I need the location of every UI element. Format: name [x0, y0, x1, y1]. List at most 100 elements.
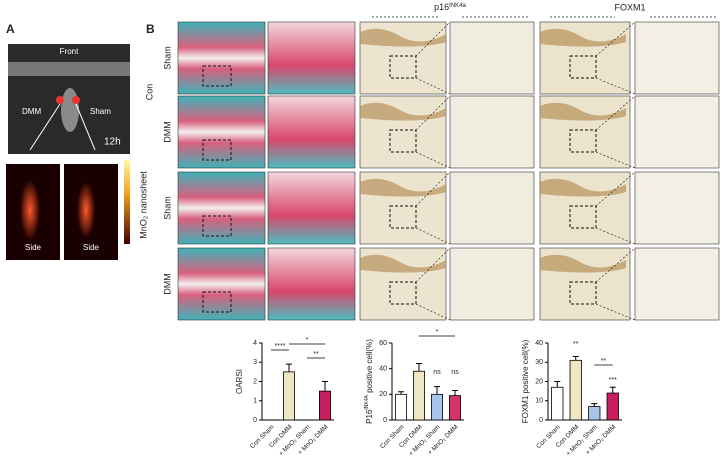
histology-image [177, 171, 266, 245]
zoom-line [415, 21, 451, 57]
significance-label: *** [609, 377, 617, 384]
y-axis-label: P16INK4A positive cell(%) [364, 339, 374, 424]
bar [606, 392, 619, 421]
signal [56, 96, 64, 104]
error-bar [609, 386, 616, 394]
y-tick-label: 40 [379, 366, 387, 373]
photo-label: 12h [104, 137, 121, 148]
zoom-box [569, 129, 597, 153]
histology-image [177, 247, 266, 321]
zoom-box [202, 139, 232, 161]
histology-image [539, 21, 631, 95]
error-bar [398, 391, 404, 395]
zoom-line [595, 151, 636, 169]
row-label: Sham [162, 196, 172, 220]
zoom-box [389, 55, 417, 79]
y-tick-label: 40 [535, 340, 543, 347]
y-tick-label: 1 [253, 398, 257, 405]
error-bar [434, 386, 440, 395]
histology-image [449, 247, 535, 321]
y-tick-label: 0 [539, 417, 543, 424]
error-bar [416, 363, 422, 372]
panel-label: A [6, 22, 15, 36]
histology-image [634, 21, 720, 95]
zoom-line [595, 95, 636, 131]
zoom-box [569, 205, 597, 229]
histology-image [177, 21, 266, 95]
significance-label: ** [573, 341, 579, 348]
zoom-box [389, 129, 417, 153]
histology-image [634, 247, 720, 321]
mouse [61, 88, 79, 132]
zoom-line [595, 303, 636, 321]
tissue [360, 254, 446, 273]
significance-label: ** [601, 358, 607, 365]
significance-label: * [306, 337, 309, 344]
histology-image [449, 171, 535, 245]
zoom-line [415, 247, 451, 283]
column-header: FOXM1 [614, 2, 645, 12]
photo-label: DMM [22, 107, 41, 116]
row-label: DMM [162, 273, 172, 295]
bar [413, 370, 425, 421]
zoom-box [569, 55, 597, 79]
pointer [75, 103, 96, 151]
column-header: p16INK4a [434, 2, 466, 12]
significance-label: **** [275, 343, 286, 350]
zoom-box [389, 281, 417, 305]
y-axis-label: FOXM1 positive cell(%) [521, 339, 530, 423]
bar [319, 390, 331, 421]
row-label: Sham [162, 46, 172, 70]
error-bar [452, 389, 458, 396]
tissue [540, 102, 626, 121]
zoom-box [202, 291, 232, 313]
zoom-box [569, 281, 597, 305]
group-label: Con [144, 84, 154, 101]
significance-label: * [436, 329, 439, 336]
y-tick-label: 4 [253, 340, 257, 347]
y-axis-label: OARSI [235, 369, 244, 394]
y-tick-label: 20 [535, 378, 543, 385]
pointer [29, 103, 61, 151]
tissue [360, 178, 446, 197]
zoom-line [415, 95, 451, 131]
error-bar [322, 381, 328, 392]
y-axis-label-text: FOXM1 positive cell(%) [521, 339, 530, 423]
bar [551, 386, 564, 421]
bar [569, 359, 582, 421]
histology-image [267, 21, 356, 95]
panel-label: B [146, 22, 155, 36]
colorbar-label: MnO₂ nanosheet [138, 171, 148, 239]
tissue [360, 102, 446, 121]
y-tick-label: 60 [379, 340, 387, 347]
significance-label: ns [451, 369, 459, 376]
bar [588, 406, 601, 421]
y-tick-label: 0 [253, 417, 257, 424]
histology-image [177, 95, 266, 169]
zoom-line [595, 247, 636, 283]
glow [20, 180, 40, 240]
photo-rack [8, 62, 130, 76]
zoom-box [389, 205, 417, 229]
y-tick-label: 0 [383, 417, 387, 424]
y-axis-label-sup: INK4A [364, 395, 370, 410]
histology-image [634, 95, 720, 169]
zoom-line [595, 227, 636, 245]
row-label: DMM [162, 121, 172, 143]
tissue [540, 178, 626, 197]
tissue [360, 28, 446, 47]
glow [77, 182, 95, 238]
zoom-line [595, 171, 636, 207]
tissue [540, 28, 626, 47]
histology-image [449, 21, 535, 95]
bar [431, 393, 443, 421]
signal [72, 96, 80, 104]
y-tick-label: 3 [253, 359, 257, 366]
photo-label: Front [60, 47, 79, 56]
error-bar [572, 355, 579, 361]
error-bar [591, 403, 598, 407]
side-label: Side [83, 243, 100, 252]
zoom-box [202, 65, 232, 87]
zoom-box [202, 215, 232, 237]
